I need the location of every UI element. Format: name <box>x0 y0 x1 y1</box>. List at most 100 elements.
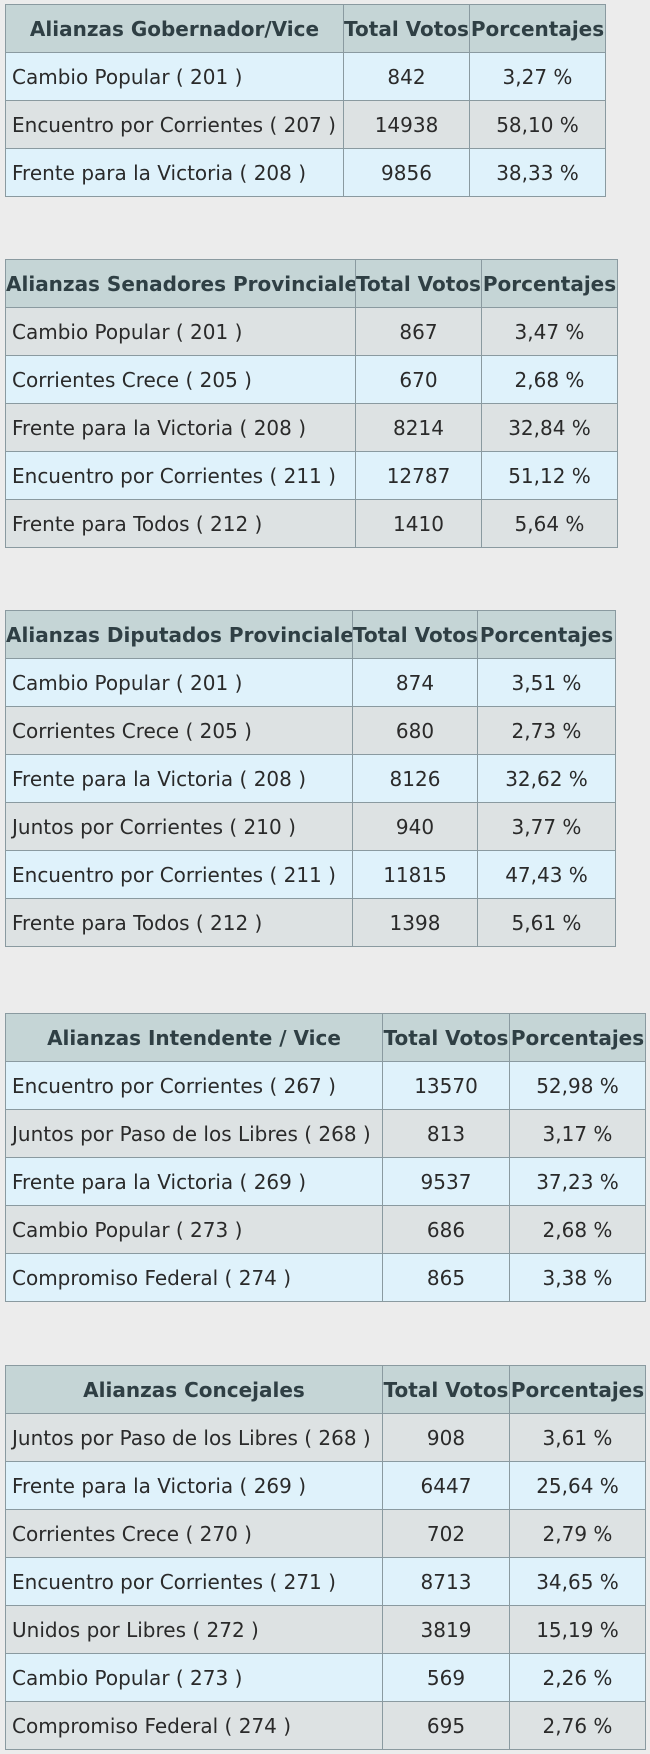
alliance-name: Frente para la Victoria ( 208 ) <box>5 403 356 452</box>
table-concejales: Alianzas Concejales Total Votos Porcenta… <box>5 1365 646 1750</box>
alliance-name: Cambio Popular ( 273 ) <box>5 1653 383 1702</box>
percentage: 38,33 % <box>469 148 606 197</box>
percentage: 5,64 % <box>481 499 618 548</box>
alliance-name: Juntos por Corrientes ( 210 ) <box>5 802 353 851</box>
alliance-name: Encuentro por Corrientes ( 207 ) <box>5 100 344 149</box>
alliance-name: Frente para la Victoria ( 208 ) <box>5 754 353 803</box>
total-votes: 8126 <box>352 754 478 803</box>
alliance-name: Encuentro por Corrientes ( 271 ) <box>5 1557 383 1606</box>
table-row: Frente para la Victoria ( 208 ) 9856 38,… <box>5 148 606 197</box>
table-row: Frente para Todos ( 212 ) 1398 5,61 % <box>5 898 616 947</box>
total-votes: 865 <box>382 1253 510 1302</box>
column-header-porcentajes: Porcentajes <box>481 259 618 308</box>
percentage: 2,26 % <box>509 1653 646 1702</box>
table-intendente-vice: Alianzas Intendente / Vice Total Votos P… <box>5 1013 646 1302</box>
column-header-total-votos: Total Votos <box>352 610 478 659</box>
table-diputados-provinciales: Alianzas Diputados Provinciales Total Vo… <box>5 610 616 947</box>
alliance-name: Frente para la Victoria ( 269 ) <box>5 1157 383 1206</box>
alliance-name: Frente para la Victoria ( 269 ) <box>5 1461 383 1510</box>
table-row: Encuentro por Corrientes ( 211 ) 12787 5… <box>5 451 618 500</box>
total-votes: 8713 <box>382 1557 510 1606</box>
table-row: Encuentro por Corrientes ( 271 ) 8713 34… <box>5 1557 646 1606</box>
total-votes: 813 <box>382 1109 510 1158</box>
alliance-name: Compromiso Federal ( 274 ) <box>5 1701 383 1750</box>
percentage: 32,62 % <box>477 754 616 803</box>
alliance-name: Frente para la Victoria ( 208 ) <box>5 148 344 197</box>
table-gobernador-vice: Alianzas Gobernador/Vice Total Votos Por… <box>5 4 606 197</box>
total-votes: 842 <box>343 52 470 101</box>
total-votes: 874 <box>352 658 478 707</box>
total-votes: 1398 <box>352 898 478 947</box>
table-row: Frente para la Victoria ( 269 ) 9537 37,… <box>5 1157 646 1206</box>
total-votes: 9537 <box>382 1157 510 1206</box>
alliance-name: Corrientes Crece ( 270 ) <box>5 1509 383 1558</box>
total-votes: 3819 <box>382 1605 510 1654</box>
table-row: Frente para la Victoria ( 208 ) 8126 32,… <box>5 754 616 803</box>
total-votes: 12787 <box>355 451 482 500</box>
percentage: 2,68 % <box>509 1205 646 1254</box>
total-votes: 6447 <box>382 1461 510 1510</box>
percentage: 5,61 % <box>477 898 616 947</box>
percentage: 37,23 % <box>509 1157 646 1206</box>
column-header-porcentajes: Porcentajes <box>509 1013 646 1062</box>
table-row: Cambio Popular ( 201 ) 867 3,47 % <box>5 307 618 356</box>
table-row: Frente para Todos ( 212 ) 1410 5,64 % <box>5 499 618 548</box>
table-row: Unidos por Libres ( 272 ) 3819 15,19 % <box>5 1605 646 1654</box>
table-row: Encuentro por Corrientes ( 207 ) 14938 5… <box>5 100 606 149</box>
column-header-total-votos: Total Votos <box>382 1365 510 1414</box>
column-header-alianzas: Alianzas Intendente / Vice <box>5 1013 383 1062</box>
table-row: Cambio Popular ( 201 ) 874 3,51 % <box>5 658 616 707</box>
alliance-name: Encuentro por Corrientes ( 211 ) <box>5 850 353 899</box>
alliance-name: Frente para Todos ( 212 ) <box>5 499 356 548</box>
total-votes: 670 <box>355 355 482 404</box>
percentage: 58,10 % <box>469 100 606 149</box>
column-header-porcentajes: Porcentajes <box>477 610 616 659</box>
table-row: Juntos por Paso de los Libres ( 268 ) 81… <box>5 1109 646 1158</box>
total-votes: 11815 <box>352 850 478 899</box>
percentage: 15,19 % <box>509 1605 646 1654</box>
alliance-name: Cambio Popular ( 201 ) <box>5 52 344 101</box>
percentage: 3,27 % <box>469 52 606 101</box>
total-votes: 1410 <box>355 499 482 548</box>
column-header-alianzas: Alianzas Senadores Provinciales <box>5 259 356 308</box>
total-votes: 8214 <box>355 403 482 452</box>
table-row: Juntos por Paso de los Libres ( 268 ) 90… <box>5 1413 646 1462</box>
alliance-name: Juntos por Paso de los Libres ( 268 ) <box>5 1413 383 1462</box>
total-votes: 940 <box>352 802 478 851</box>
table-row: Encuentro por Corrientes ( 267 ) 13570 5… <box>5 1061 646 1110</box>
table-row: Compromiso Federal ( 274 ) 695 2,76 % <box>5 1701 646 1750</box>
percentage: 2,73 % <box>477 706 616 755</box>
percentage: 47,43 % <box>477 850 616 899</box>
percentage: 3,38 % <box>509 1253 646 1302</box>
percentage: 2,79 % <box>509 1509 646 1558</box>
percentage: 34,65 % <box>509 1557 646 1606</box>
table-row: Corrientes Crece ( 205 ) 670 2,68 % <box>5 355 618 404</box>
percentage: 3,77 % <box>477 802 616 851</box>
alliance-name: Encuentro por Corrientes ( 211 ) <box>5 451 356 500</box>
total-votes: 680 <box>352 706 478 755</box>
table-row: Corrientes Crece ( 205 ) 680 2,73 % <box>5 706 616 755</box>
table-row: Cambio Popular ( 273 ) 686 2,68 % <box>5 1205 646 1254</box>
total-votes: 702 <box>382 1509 510 1558</box>
alliance-name: Juntos por Paso de los Libres ( 268 ) <box>5 1109 383 1158</box>
table-row: Frente para la Victoria ( 269 ) 6447 25,… <box>5 1461 646 1510</box>
alliance-name: Cambio Popular ( 273 ) <box>5 1205 383 1254</box>
column-header-total-votos: Total Votos <box>382 1013 510 1062</box>
percentage: 3,47 % <box>481 307 618 356</box>
column-header-alianzas: Alianzas Gobernador/Vice <box>5 4 344 53</box>
column-header-alianzas: Alianzas Diputados Provinciales <box>5 610 353 659</box>
table-row: Juntos por Corrientes ( 210 ) 940 3,77 % <box>5 802 616 851</box>
total-votes: 569 <box>382 1653 510 1702</box>
total-votes: 9856 <box>343 148 470 197</box>
table-senadores-provinciales: Alianzas Senadores Provinciales Total Vo… <box>5 259 618 548</box>
alliance-name: Encuentro por Corrientes ( 267 ) <box>5 1061 383 1110</box>
percentage: 2,68 % <box>481 355 618 404</box>
table-header-row: Alianzas Diputados Provinciales Total Vo… <box>5 610 616 659</box>
column-header-total-votos: Total Votos <box>343 4 470 53</box>
alliance-name: Unidos por Libres ( 272 ) <box>5 1605 383 1654</box>
table-header-row: Alianzas Senadores Provinciales Total Vo… <box>5 259 618 308</box>
percentage: 52,98 % <box>509 1061 646 1110</box>
table-header-row: Alianzas Gobernador/Vice Total Votos Por… <box>5 4 606 53</box>
table-row: Cambio Popular ( 201 ) 842 3,27 % <box>5 52 606 101</box>
alliance-name: Frente para Todos ( 212 ) <box>5 898 353 947</box>
